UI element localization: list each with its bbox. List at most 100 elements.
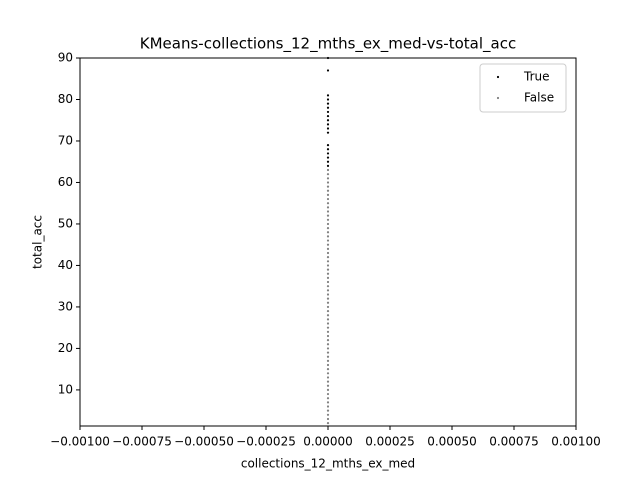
point (326, 193, 330, 197)
point (326, 144, 330, 147)
point (326, 177, 330, 180)
point (326, 347, 330, 350)
legend-label: False (524, 91, 554, 105)
point (326, 227, 330, 230)
point (326, 276, 330, 279)
point (326, 268, 330, 271)
point (326, 206, 330, 209)
point (326, 110, 330, 114)
y-tick-label: 40 (58, 258, 73, 272)
point (326, 330, 330, 333)
point (326, 98, 330, 101)
point (326, 334, 330, 338)
point (326, 384, 330, 387)
point (326, 197, 330, 201)
point (326, 314, 330, 317)
x-tick-label: −0.00100 (50, 435, 110, 449)
point (326, 251, 330, 255)
point (326, 301, 330, 304)
point (326, 339, 330, 342)
point (326, 231, 330, 234)
chart-title: KMeans-collections_12_mths_ex_med-vs-tot… (140, 35, 516, 54)
x-tick-label: −0.00050 (174, 435, 234, 449)
point (326, 355, 330, 358)
point (326, 264, 330, 267)
point (326, 405, 330, 408)
point (326, 280, 330, 284)
point (326, 164, 330, 167)
y-tick-label: 30 (58, 299, 73, 313)
point (326, 256, 330, 259)
point (326, 368, 330, 371)
plot-frame (79, 57, 577, 427)
x-tick-label: 0.00025 (365, 435, 415, 449)
point (326, 239, 330, 242)
point (326, 285, 330, 288)
point (326, 318, 330, 321)
point (326, 272, 330, 275)
point (326, 372, 330, 375)
point (326, 417, 330, 421)
point (326, 305, 330, 309)
y-tick-label: 90 (58, 51, 73, 65)
point (326, 56, 330, 60)
point (326, 297, 330, 300)
point (326, 322, 330, 325)
point (326, 397, 330, 400)
legend-marker (496, 75, 500, 79)
point (326, 69, 330, 72)
point (326, 148, 330, 151)
x-tick-label: 0.00100 (551, 435, 601, 449)
point (326, 222, 330, 226)
point (326, 376, 330, 379)
point (326, 185, 330, 188)
legend-marker (496, 96, 500, 100)
point (326, 102, 330, 105)
point (326, 401, 330, 404)
point (326, 388, 330, 392)
point (326, 202, 330, 205)
point (326, 131, 330, 134)
x-tick-label: −0.00075 (112, 435, 172, 449)
y-axis-label: total_acc (31, 215, 45, 269)
point (326, 127, 330, 130)
point (326, 413, 330, 416)
point (326, 119, 330, 122)
point (326, 214, 330, 217)
point (326, 218, 330, 221)
point (326, 123, 330, 126)
point (326, 235, 330, 238)
y-tick-label: 70 (58, 133, 73, 147)
legend-label: True (523, 70, 550, 84)
point (326, 156, 330, 159)
point (326, 210, 330, 213)
point (326, 363, 330, 367)
point (326, 260, 330, 263)
point (326, 409, 330, 412)
point (326, 247, 330, 250)
point (326, 152, 330, 155)
point (326, 343, 330, 346)
legend-box (479, 63, 567, 113)
point (326, 189, 330, 192)
point (326, 243, 330, 246)
x-tick-label: −0.00025 (236, 435, 296, 449)
point (326, 173, 330, 176)
y-tick-label: 50 (58, 216, 73, 230)
x-axis-label: collections_12_mths_ex_med (241, 457, 415, 471)
point (326, 289, 330, 292)
point (326, 351, 330, 354)
point (326, 309, 330, 313)
point (326, 421, 330, 425)
y-tick-label: 80 (58, 92, 73, 106)
point (326, 392, 330, 396)
point (326, 114, 330, 118)
x-tick-label: 0.00075 (489, 435, 539, 449)
y-tick-label: 10 (58, 382, 73, 396)
point (326, 94, 330, 97)
point (326, 168, 330, 172)
point (326, 380, 330, 383)
point (326, 359, 330, 362)
y-tick-label: 20 (58, 341, 73, 355)
